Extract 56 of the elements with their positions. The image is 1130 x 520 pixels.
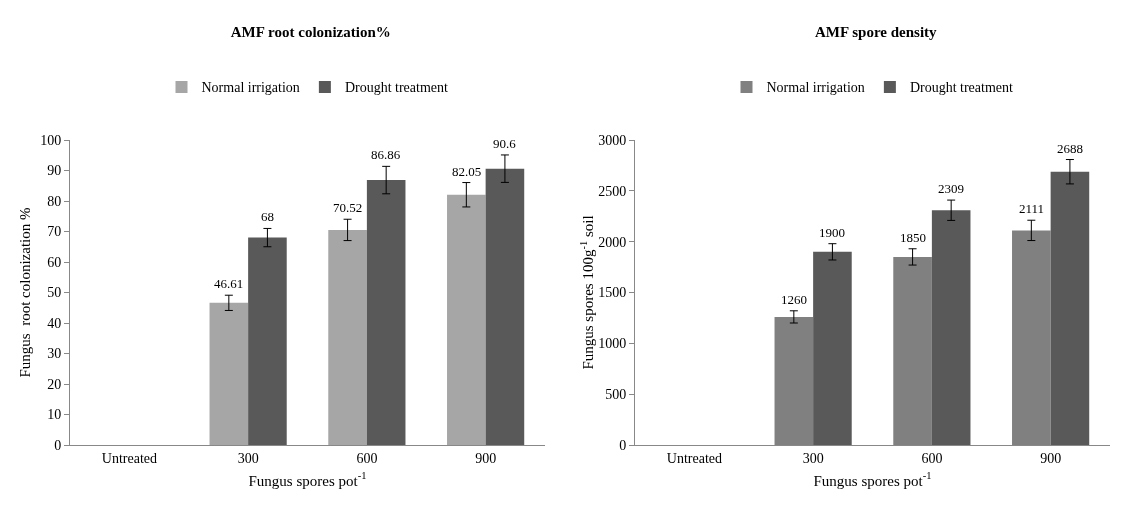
y-tick-label: 2500	[598, 183, 627, 199]
y-tick-label: 10	[47, 407, 62, 423]
y-tick-label: 1500	[598, 285, 627, 301]
data-label: 1900	[819, 225, 845, 240]
x-tick-label: 600	[356, 450, 378, 466]
x-tick-label: 600	[921, 450, 943, 466]
x-tick-label: 900	[1040, 450, 1062, 466]
bar	[1050, 171, 1090, 445]
y-tick-label: 50	[47, 285, 62, 301]
y-tick-label: 100	[40, 132, 62, 148]
y-axis-title: Fungus root colonization %	[17, 207, 33, 378]
data-label: 1260	[781, 292, 807, 307]
bar	[931, 210, 971, 445]
y-tick-label: 3000	[598, 132, 627, 148]
data-label: 2688	[1057, 141, 1083, 156]
data-label: 90.6	[493, 136, 517, 151]
data-label: 82.05	[452, 164, 482, 179]
bar	[447, 194, 486, 445]
chart-title: AMF spore density	[814, 23, 938, 40]
chart-title: AMF root colonization%	[230, 23, 391, 40]
data-label: 68	[261, 209, 274, 224]
x-axis-title: Fungus spores pot$^{-1}$	[813, 470, 932, 489]
y-tick-label: 1000	[598, 336, 627, 352]
bar	[328, 229, 367, 445]
bar	[485, 168, 525, 445]
data-label: 46.61	[214, 276, 244, 291]
data-label: 86.86	[371, 147, 401, 162]
y-tick-label: 80	[47, 193, 62, 209]
y-tick-label: 0	[619, 437, 627, 453]
bar	[366, 180, 406, 445]
y-tick-label: 30	[47, 346, 62, 362]
y-tick-label: 2000	[598, 234, 627, 250]
y-tick-label: 500	[605, 387, 627, 403]
x-tick-label: 900	[475, 450, 497, 466]
y-tick-label: 0	[54, 437, 62, 453]
x-axis-title: Fungus spores pot$^{-1}$	[248, 470, 367, 489]
legend-label: Drought treatment	[344, 80, 449, 96]
bar	[813, 251, 852, 445]
x-tick-label: 300	[237, 450, 259, 466]
legend-label: Normal irrigation	[201, 80, 300, 96]
data-label: 1850	[900, 230, 926, 245]
x-tick-label: Untreated	[666, 450, 722, 466]
legend-label: Drought treatment	[909, 80, 1014, 96]
data-label: 2111	[1019, 201, 1045, 216]
y-tick-label: 70	[47, 224, 62, 240]
data-label: 2309	[938, 181, 964, 196]
x-tick-label: 300	[802, 450, 824, 466]
y-tick-label: 40	[47, 315, 62, 331]
y-tick-label: 20	[47, 376, 62, 392]
y-tick-label: 90	[47, 163, 62, 179]
bar	[209, 302, 249, 445]
x-tick-label: Untreated	[101, 450, 157, 466]
data-label: 70.52	[333, 200, 363, 215]
y-tick-label: 60	[47, 254, 62, 270]
bar	[248, 237, 287, 445]
legend-label: Normal irrigation	[766, 80, 865, 96]
